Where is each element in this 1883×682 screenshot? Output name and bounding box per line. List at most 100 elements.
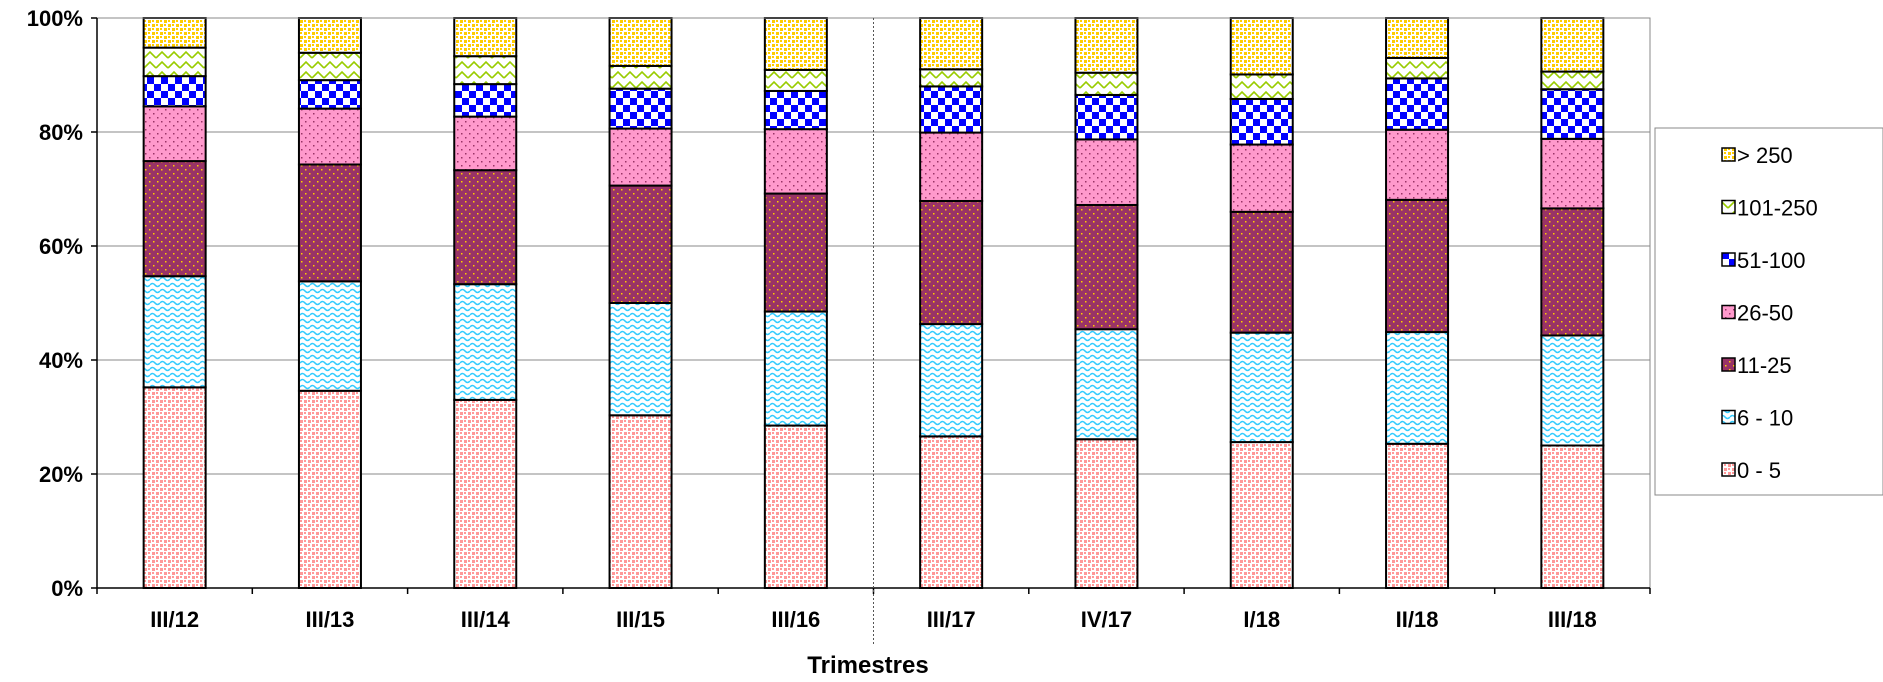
bar-segment bbox=[1540, 88, 1605, 140]
legend-label: > 250 bbox=[1737, 143, 1793, 168]
y-tick-labels: 0% 20% 40% 60% 80% 100% bbox=[27, 6, 83, 601]
bar-segment bbox=[453, 169, 518, 286]
x-axis-title: Trimestres bbox=[807, 652, 928, 679]
bar-segment bbox=[297, 79, 362, 110]
bar-segment bbox=[608, 64, 673, 90]
bar-segment bbox=[608, 302, 673, 417]
legend-box bbox=[1654, 127, 1883, 496]
legend-label: 6 - 10 bbox=[1737, 406, 1793, 431]
bar-segment bbox=[142, 386, 207, 589]
bar-segment bbox=[919, 131, 984, 202]
bar-segment bbox=[1385, 331, 1450, 445]
bar-segment bbox=[919, 68, 984, 88]
bar-segment bbox=[1074, 71, 1139, 96]
legend-label: 101-250 bbox=[1737, 196, 1818, 221]
bar-segment bbox=[1074, 203, 1139, 331]
bar-segment bbox=[142, 17, 207, 49]
bar-segment bbox=[1385, 128, 1450, 201]
bar-segment bbox=[1385, 17, 1450, 59]
bar-segment bbox=[1385, 56, 1450, 80]
bar-segment bbox=[919, 17, 984, 71]
bar-segment bbox=[1074, 438, 1139, 590]
bar-segment bbox=[453, 398, 518, 589]
legend: > 250 101-250 51-100 26-50 11-25 6 - 10 0 - 5 bbox=[1654, 127, 1883, 496]
bar-segment bbox=[297, 163, 362, 283]
bar-segment bbox=[142, 75, 207, 108]
bar-segment bbox=[1074, 93, 1139, 141]
bar-segment bbox=[142, 105, 207, 163]
bar-segment bbox=[919, 85, 984, 134]
bar-segment bbox=[763, 310, 828, 427]
legend-swatch bbox=[1721, 462, 1736, 477]
x-tick-label: II/18 bbox=[1396, 607, 1439, 632]
bar-segment bbox=[919, 435, 984, 589]
legend-swatch bbox=[1721, 304, 1736, 320]
bar-segment bbox=[1074, 328, 1139, 441]
bar-segment bbox=[608, 127, 673, 187]
bar-segment bbox=[919, 323, 984, 438]
x-tick-label: III/12 bbox=[150, 607, 199, 632]
y-tick-label: 40% bbox=[39, 348, 83, 373]
bar-segment bbox=[297, 389, 362, 589]
legend-label: 11-25 bbox=[1737, 353, 1792, 378]
legend-swatch bbox=[1721, 199, 1736, 215]
bar-segment bbox=[1540, 137, 1605, 210]
x-tick-label: III/16 bbox=[771, 607, 820, 632]
bar-segment bbox=[453, 283, 518, 401]
x-tick-label: I/18 bbox=[1243, 607, 1280, 632]
bar-segment bbox=[608, 17, 673, 67]
bar-segment bbox=[142, 46, 207, 78]
bar-segment bbox=[1385, 77, 1450, 131]
y-tick-label: 100% bbox=[27, 6, 83, 31]
bar-segment bbox=[297, 107, 362, 166]
x-tick-label: III/17 bbox=[927, 607, 976, 632]
bar-segment bbox=[763, 68, 828, 92]
bar-segment bbox=[1229, 17, 1294, 76]
y-tick-label: 0% bbox=[51, 576, 83, 601]
bar-segment bbox=[763, 17, 828, 71]
x-tick-label: IV/17 bbox=[1081, 607, 1132, 632]
y-tick-label: 20% bbox=[39, 462, 83, 487]
bar-segment bbox=[1540, 70, 1605, 91]
bar-segment bbox=[453, 55, 518, 86]
bar-segment bbox=[453, 83, 518, 118]
bar-segment bbox=[1229, 210, 1294, 334]
bar-segment bbox=[763, 192, 828, 313]
legend-swatch bbox=[1721, 409, 1736, 425]
bar-segment bbox=[453, 115, 518, 172]
bar-segment bbox=[608, 184, 673, 304]
x-tick-label: III/14 bbox=[461, 607, 511, 632]
legend-swatch bbox=[1721, 357, 1736, 372]
bar-segment bbox=[1540, 17, 1605, 73]
legend-swatch bbox=[1721, 147, 1736, 162]
bar-segment bbox=[1385, 442, 1450, 590]
x-tick-label: III/13 bbox=[305, 607, 354, 632]
axes bbox=[91, 17, 1651, 645]
bar-segment bbox=[1074, 17, 1139, 74]
bar-segment bbox=[1229, 441, 1294, 589]
x-tick-labels: III/12 III/13 III/14 III/15 III/16 III/17 IV/1… bbox=[150, 607, 1597, 632]
bar-segment bbox=[1540, 334, 1605, 447]
bar-segment bbox=[608, 87, 673, 130]
bar-segment bbox=[763, 128, 828, 195]
bar-segment bbox=[142, 160, 207, 278]
y-tick-label: 80% bbox=[39, 120, 83, 145]
x-tick-label: III/15 bbox=[616, 607, 665, 632]
bar-segment bbox=[1540, 207, 1605, 337]
bar-segment bbox=[1229, 97, 1294, 146]
legend-swatch bbox=[1721, 252, 1736, 267]
bar-segment bbox=[1074, 138, 1139, 206]
y-tick-label: 60% bbox=[39, 234, 83, 259]
bar-segment bbox=[608, 414, 673, 590]
bars bbox=[142, 17, 1605, 590]
bar-segment bbox=[1385, 198, 1450, 334]
bar-segment bbox=[1229, 143, 1294, 213]
bar-segment bbox=[763, 424, 828, 589]
bar-segment bbox=[1540, 444, 1605, 589]
bar-segment bbox=[1229, 73, 1294, 100]
bar-segment bbox=[919, 199, 984, 326]
legend-label: 51-100 bbox=[1737, 248, 1806, 273]
legend-label: 0 - 5 bbox=[1737, 458, 1781, 483]
bar-segment bbox=[297, 280, 362, 392]
